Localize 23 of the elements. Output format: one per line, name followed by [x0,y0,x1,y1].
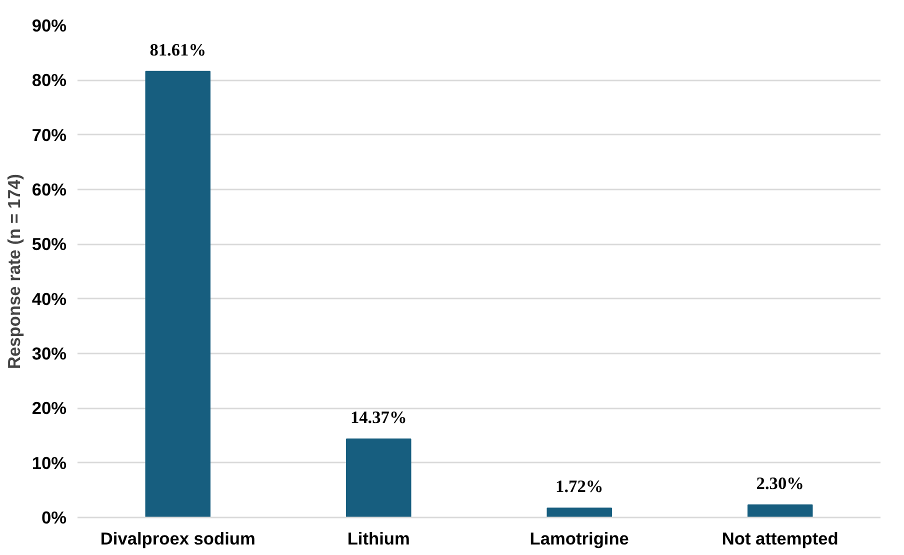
y-tick-label: 90% [32,16,67,36]
y-tick-label: 70% [32,124,67,145]
x-tick-label: Divalproex sodium [100,528,256,548]
y-tick-label: 80% [32,70,67,90]
bar [546,508,612,518]
x-tick-label: Not attempted [722,528,838,548]
y-tick-label: 20% [32,398,67,418]
y-tick-label: 30% [32,344,67,364]
y-axis-title: Response rate (n = 174) [4,174,24,370]
data-label: 2.30% [756,474,804,493]
bar [145,70,210,518]
y-tick-label: 60% [32,180,67,200]
data-label: 81.61% [150,40,206,60]
data-label: 14.37% [350,408,407,427]
bar [748,504,813,518]
y-tick-label: 10% [32,452,67,473]
y-tick-label: 50% [32,234,67,254]
data-label: 1.72% [556,477,604,496]
x-tick-label: Lithium [347,528,410,548]
bar [346,438,412,518]
y-tick-label: 40% [32,288,67,309]
x-tick-label: Lamotrigine [530,528,630,548]
y-tick-label: 0% [41,508,66,528]
